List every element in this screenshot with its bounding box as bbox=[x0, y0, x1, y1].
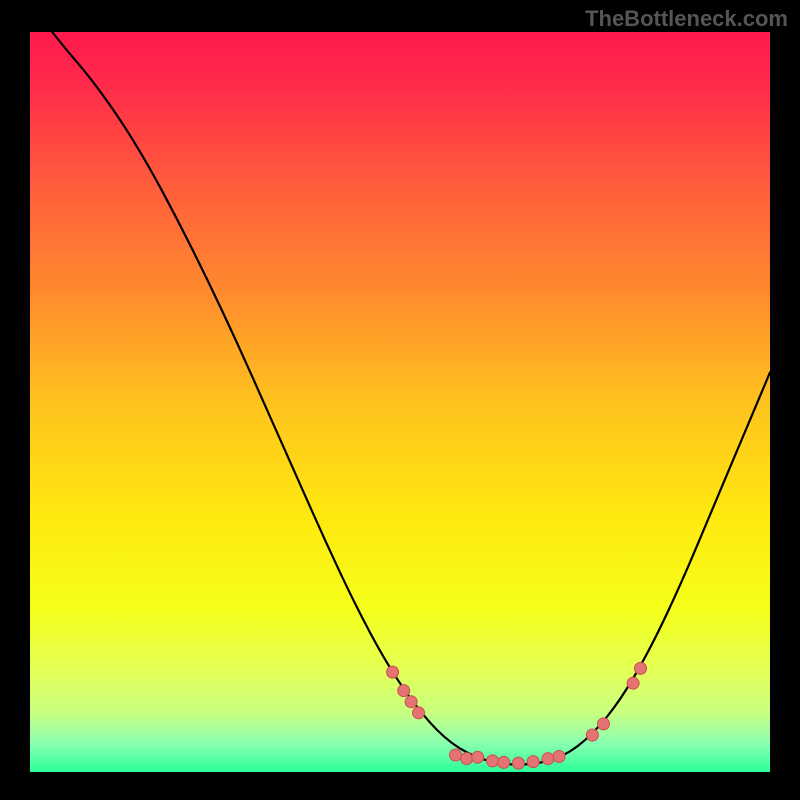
data-point bbox=[413, 707, 425, 719]
data-point bbox=[450, 749, 462, 761]
gradient-background bbox=[30, 32, 770, 772]
plot-area bbox=[30, 32, 770, 772]
data-point bbox=[553, 750, 565, 762]
data-point bbox=[461, 753, 473, 765]
data-point bbox=[512, 757, 524, 769]
data-point bbox=[405, 696, 417, 708]
data-point bbox=[527, 756, 539, 768]
data-point bbox=[627, 677, 639, 689]
data-point bbox=[635, 662, 647, 674]
data-point bbox=[387, 666, 399, 678]
data-point bbox=[598, 718, 610, 730]
data-point bbox=[487, 755, 499, 767]
data-point bbox=[398, 685, 410, 697]
watermark-text: TheBottleneck.com bbox=[585, 6, 788, 32]
data-point bbox=[498, 756, 510, 768]
chart-container: TheBottleneck.com bbox=[0, 0, 800, 800]
data-point bbox=[472, 751, 484, 763]
data-point bbox=[542, 753, 554, 765]
chart-svg bbox=[30, 32, 770, 772]
data-point bbox=[586, 729, 598, 741]
